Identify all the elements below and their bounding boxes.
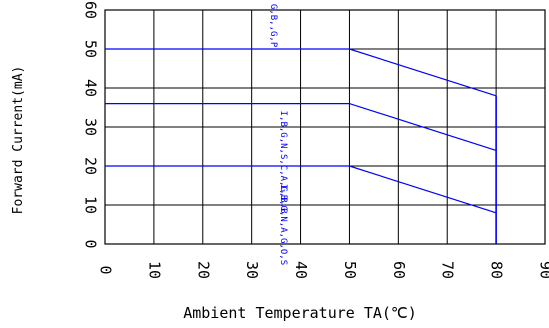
series-line-2 xyxy=(105,165,497,214)
grid xyxy=(104,9,546,245)
series-line-1 xyxy=(105,102,497,151)
series-group xyxy=(105,48,497,244)
x-tick-label-6: 60 xyxy=(390,261,408,279)
y-tick-labels: 0 10 20 30 40 50 60 xyxy=(82,1,100,249)
y-tick-label-6: 60 xyxy=(82,1,100,19)
x-tick-label-1: 10 xyxy=(145,261,163,279)
x-tick-labels: 0 10 20 30 40 50 60 70 80 90 xyxy=(97,261,549,279)
series-label-1: I,B,G,N,S,C,A,G,B,B xyxy=(278,111,288,214)
x-tick-label-7: 70 xyxy=(439,261,457,279)
y-tick-label-0: 0 xyxy=(82,239,100,248)
y-tick-label-1: 10 xyxy=(82,196,100,214)
y-axis-label: Forward Current(mA) xyxy=(11,66,26,215)
x-tick-label-3: 30 xyxy=(243,261,261,279)
x-axis-label: Ambient Temperature TA(℃) xyxy=(183,304,417,322)
plot-frame xyxy=(104,9,546,245)
x-tick-label-8: 80 xyxy=(488,261,506,279)
x-tick-label-2: 20 xyxy=(194,261,212,279)
series-label-2: I,B,G,N,A,G,O,S xyxy=(278,184,288,265)
y-tick-label-5: 50 xyxy=(82,40,100,58)
series-labels: G,B,,G,P I,B,G,N,S,C,A,G,B,BI,B,G,N,A,G,O… xyxy=(268,4,288,265)
y-tick-label-4: 40 xyxy=(82,79,100,97)
x-tick-label-9: 90 xyxy=(537,261,549,279)
x-tick-label-5: 50 xyxy=(341,261,359,279)
y-tick-label-3: 30 xyxy=(82,118,100,136)
x-tick-label-4: 40 xyxy=(292,261,310,279)
y-tick-label-2: 20 xyxy=(82,157,100,175)
series-label-0: G,B,,G,P xyxy=(268,4,278,48)
series-line-0 xyxy=(105,48,497,97)
x-tick-label-0: 0 xyxy=(97,265,115,274)
